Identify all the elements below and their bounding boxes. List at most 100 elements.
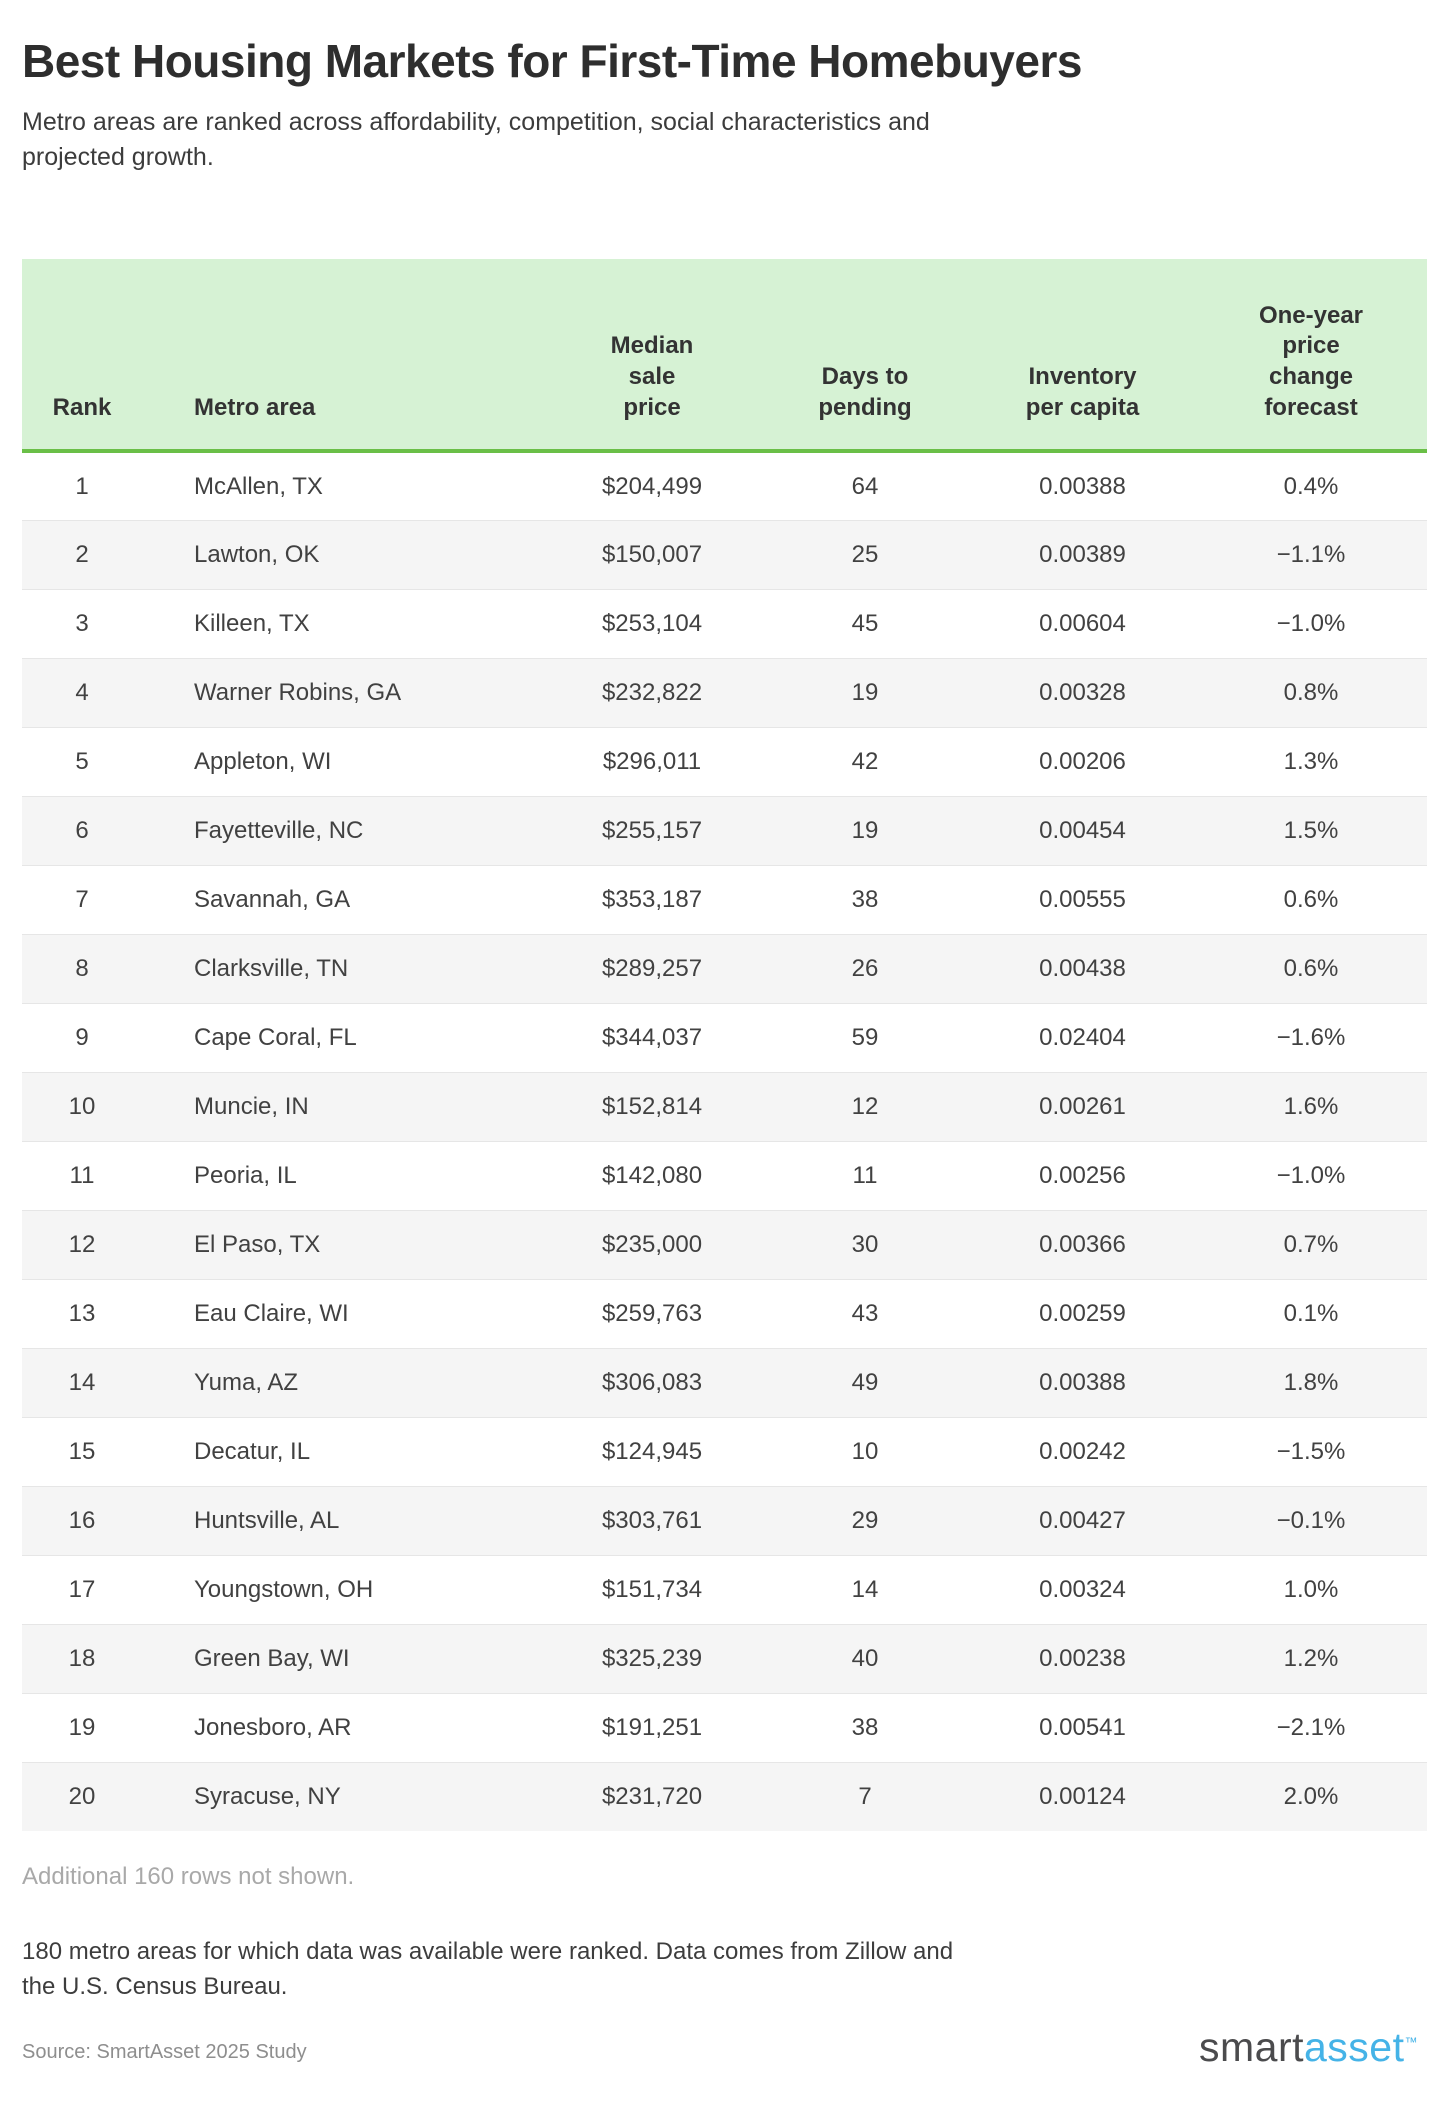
cell-rank: 17 [68, 1575, 96, 1603]
cell-price-change-forecast: −1.1% [1276, 540, 1346, 568]
cell-median-sale-price: $191,251 [601, 1713, 703, 1741]
col-header-days-to-pending: Days to pending [760, 258, 970, 454]
col-header-days-to-pending-label: Days to pending [818, 363, 912, 421]
cell-inventory-per-capita: 0.00388 [1039, 1368, 1126, 1396]
cell-inventory-per-capita: 0.00328 [1039, 678, 1126, 706]
cell-rank: 7 [75, 885, 89, 913]
cell-days-to-pending: 40 [851, 1644, 879, 1672]
table-row: 19 Jonesboro, AR $191,251 38 0.00541 −2.… [22, 1693, 1427, 1763]
cell-median-sale-price: $344,037 [601, 1023, 703, 1051]
cell-inventory-per-capita: 0.00541 [1039, 1713, 1126, 1741]
cell-median-sale-price: $204,499 [601, 472, 703, 500]
cell-price-change-forecast: 1.0% [1283, 1575, 1339, 1603]
table-row: 15 Decatur, IL $124,945 10 0.00242 −1.5% [22, 1417, 1427, 1487]
cell-price-change-forecast: 1.2% [1283, 1644, 1339, 1672]
cell-median-sale-price: $255,157 [601, 816, 703, 844]
cell-inventory-per-capita: 0.00555 [1039, 885, 1126, 913]
cell-median-sale-price: $150,007 [601, 540, 703, 568]
cell-inventory-per-capita: 0.00242 [1039, 1437, 1126, 1465]
col-header-price-change-forecast-label: One-year price change forecast [1258, 301, 1364, 421]
cell-inventory-per-capita: 0.00427 [1039, 1506, 1126, 1534]
cell-price-change-forecast: −0.1% [1276, 1506, 1346, 1534]
cell-metro-area: Green Bay, WI [194, 1644, 350, 1672]
cell-price-change-forecast: −1.0% [1276, 1161, 1346, 1189]
cell-price-change-forecast: −2.1% [1276, 1713, 1346, 1741]
cell-median-sale-price: $325,239 [601, 1644, 703, 1672]
cell-metro-area: Yuma, AZ [194, 1368, 299, 1396]
cell-median-sale-price: $232,822 [601, 678, 703, 706]
table-row: 17 Youngstown, OH $151,734 14 0.00324 1.… [22, 1555, 1427, 1625]
cell-rank: 9 [75, 1023, 89, 1051]
cell-days-to-pending: 10 [851, 1437, 879, 1465]
cell-metro-area: Youngstown, OH [194, 1575, 374, 1603]
table-row: 7 Savannah, GA $353,187 38 0.00555 0.6% [22, 865, 1427, 935]
cell-rank: 2 [75, 540, 89, 568]
table-row: 3 Killeen, TX $253,104 45 0.00604 −1.0% [22, 589, 1427, 659]
cell-median-sale-price: $253,104 [601, 609, 703, 637]
logo-trademark: ™ [1404, 2034, 1418, 2050]
table-row: 1 McAllen, TX $204,499 64 0.00388 0.4% [22, 451, 1427, 521]
methodology-note: 180 metro areas for which data was avail… [22, 1938, 954, 2001]
cell-days-to-pending: 29 [851, 1506, 879, 1534]
cell-metro-area: Clarksville, TN [194, 954, 349, 982]
cell-price-change-forecast: −1.6% [1276, 1023, 1346, 1051]
cell-days-to-pending: 14 [851, 1575, 879, 1603]
cell-price-change-forecast: 0.4% [1283, 472, 1339, 500]
cell-median-sale-price: $124,945 [601, 1437, 703, 1465]
additional-rows-note: Additional 160 rows not shown. [22, 1863, 355, 1891]
page-subtitle: Metro areas are ranked across affordabil… [22, 107, 930, 172]
cell-days-to-pending: 19 [851, 816, 879, 844]
table-row: 12 El Paso, TX $235,000 30 0.00366 0.7% [22, 1210, 1427, 1280]
source-text: Source: SmartAsset 2025 Study [22, 2041, 307, 2064]
cell-price-change-forecast: 0.6% [1283, 885, 1339, 913]
smartasset-logo: smartasset™ [1199, 2027, 1418, 2068]
cell-metro-area: Huntsville, AL [194, 1506, 340, 1534]
table-row: 10 Muncie, IN $152,814 12 0.00261 1.6% [22, 1072, 1427, 1142]
cell-metro-area: Lawton, OK [194, 540, 320, 568]
cell-days-to-pending: 45 [851, 609, 879, 637]
cell-median-sale-price: $231,720 [601, 1783, 703, 1811]
cell-rank: 18 [68, 1644, 96, 1672]
cell-rank: 11 [69, 1161, 95, 1189]
table-row: 9 Cape Coral, FL $344,037 59 0.02404 −1.… [22, 1003, 1427, 1073]
cell-inventory-per-capita: 0.00366 [1039, 1230, 1126, 1258]
cell-rank: 4 [75, 678, 89, 706]
col-header-rank-label: Rank [52, 393, 112, 421]
rankings-table: Rank Metro area Median sale price Days t… [22, 258, 1427, 1832]
col-header-inventory-per-capita-label: Inventory per capita [1025, 363, 1140, 421]
table-header: Rank Metro area Median sale price Days t… [22, 258, 1427, 454]
cell-metro-area: Muncie, IN [194, 1092, 309, 1120]
cell-days-to-pending: 49 [851, 1368, 879, 1396]
table-row: 13 Eau Claire, WI $259,763 43 0.00259 0.… [22, 1279, 1427, 1349]
cell-median-sale-price: $142,080 [601, 1161, 703, 1189]
cell-inventory-per-capita: 0.00389 [1039, 540, 1126, 568]
cell-median-sale-price: $353,187 [601, 885, 703, 913]
cell-median-sale-price: $151,734 [601, 1575, 703, 1603]
table-row: 16 Huntsville, AL $303,761 29 0.00427 −0… [22, 1486, 1427, 1556]
cell-price-change-forecast: 0.7% [1283, 1230, 1339, 1258]
cell-metro-area: Peoria, IL [194, 1161, 297, 1189]
cell-rank: 6 [75, 816, 89, 844]
col-header-median-sale-price: Median sale price [544, 258, 760, 454]
cell-rank: 14 [68, 1368, 96, 1396]
cell-days-to-pending: 26 [851, 954, 879, 982]
table-row: 20 Syracuse, NY $231,720 7 0.00124 2.0% [22, 1762, 1427, 1832]
cell-price-change-forecast: 0.6% [1283, 954, 1339, 982]
table-row: 5 Appleton, WI $296,011 42 0.00206 1.3% [22, 727, 1427, 797]
cell-days-to-pending: 19 [851, 678, 879, 706]
cell-days-to-pending: 42 [851, 747, 879, 775]
source-row: Source: SmartAsset 2025 Study smartasset… [22, 2027, 1418, 2068]
cell-inventory-per-capita: 0.00206 [1039, 747, 1126, 775]
cell-metro-area: Warner Robins, GA [194, 678, 402, 706]
cell-inventory-per-capita: 0.00261 [1039, 1092, 1126, 1120]
cell-rank: 20 [68, 1783, 96, 1811]
cell-rank: 8 [75, 954, 89, 982]
col-header-median-sale-price-label: Median sale price [610, 332, 694, 421]
cell-days-to-pending: 11 [852, 1161, 878, 1189]
cell-median-sale-price: $259,763 [601, 1299, 703, 1327]
cell-price-change-forecast: 1.6% [1283, 1092, 1339, 1120]
cell-price-change-forecast: 0.1% [1283, 1299, 1339, 1327]
cell-days-to-pending: 38 [851, 1713, 879, 1741]
cell-days-to-pending: 25 [851, 540, 879, 568]
cell-inventory-per-capita: 0.00604 [1039, 609, 1126, 637]
